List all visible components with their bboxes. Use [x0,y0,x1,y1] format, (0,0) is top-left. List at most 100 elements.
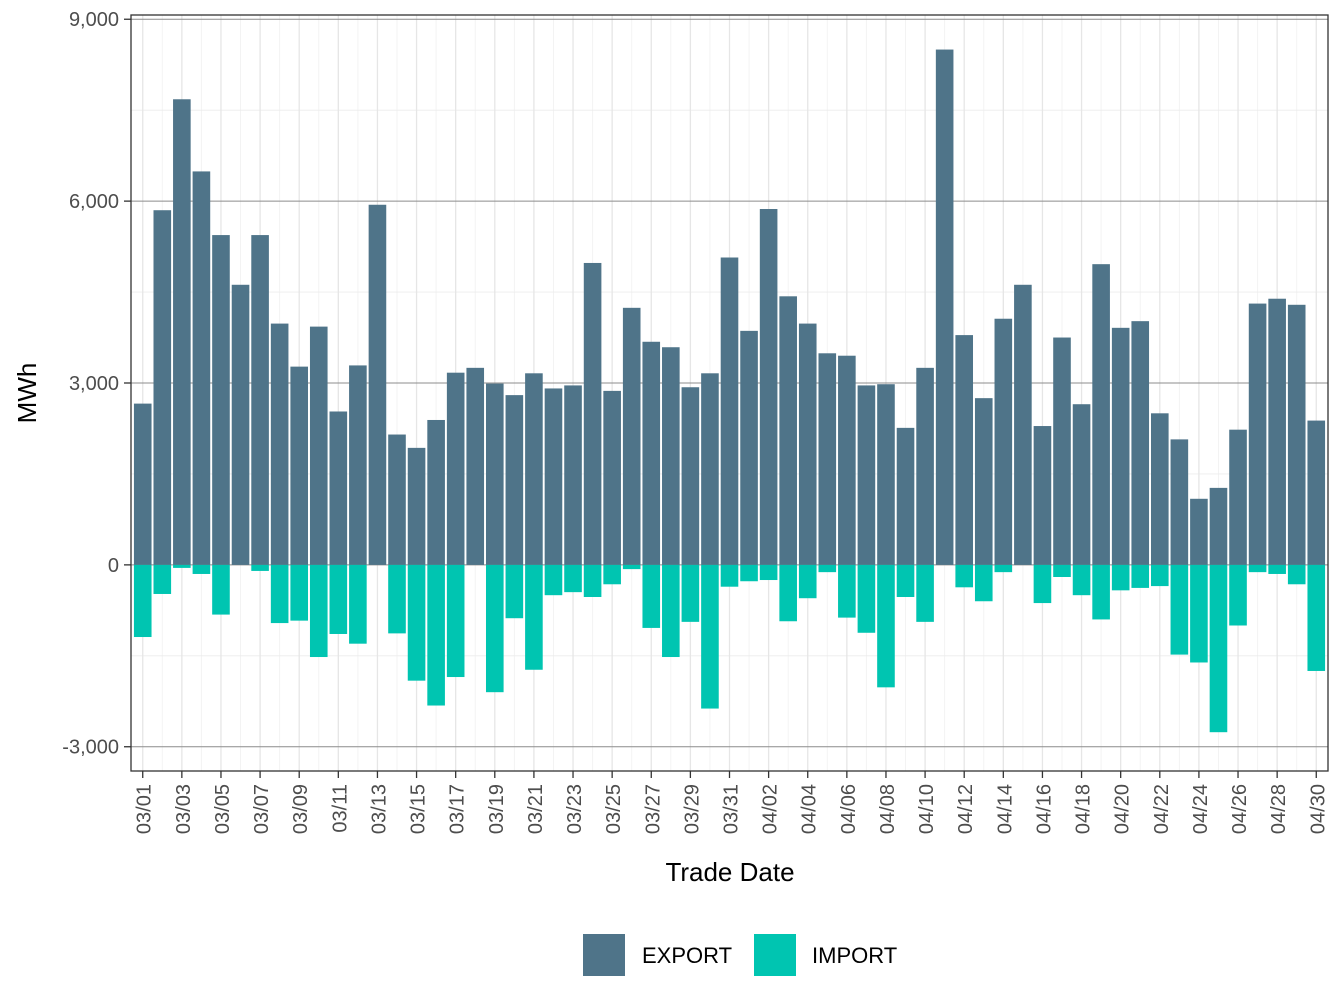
export-bar [1170,439,1189,565]
export-bar [446,372,465,565]
x-tick-label: 03/23 [564,784,586,834]
import-bar [1092,564,1110,620]
import-bar [662,564,680,658]
export-bar [309,326,328,565]
export-bar [740,330,758,565]
export-bar [329,411,348,565]
x-tick-label: 04/30 [1307,784,1329,834]
export-bar [818,353,837,565]
export-bar [877,384,895,565]
import-bar [603,564,621,585]
import-bar [1111,564,1130,591]
import-bar [857,564,876,633]
export-bar [485,383,504,565]
x-tick-label: 03/05 [212,784,234,834]
x-tick-label: 03/07 [251,784,273,834]
export-bar [1268,298,1286,565]
import-bar [1307,564,1326,671]
export-bar [955,335,974,565]
y-tick-label: 3,000 [69,373,119,395]
import-bar [1229,564,1247,626]
x-tick-label: 04/26 [1229,784,1251,834]
x-tick-label: 03/21 [525,784,547,834]
export-bar [896,427,915,565]
import-bar [290,564,309,621]
export-bar [231,284,250,565]
export-bar [251,235,269,565]
export-bar [603,390,621,565]
legend-key-export [583,934,625,976]
x-tick-label: 04/08 [877,784,899,834]
export-series [133,49,1326,565]
export-bar [583,262,602,565]
export-bar [1092,264,1110,565]
import-bar [1033,564,1052,604]
import-bar [1131,564,1150,588]
export-bar [759,209,778,565]
import-bar [1248,564,1267,573]
export-bar [564,385,582,565]
x-axis-title: Trade Date [665,857,794,887]
x-tick-label: 04/22 [1151,784,1173,834]
import-series [133,564,1326,733]
export-bar [1287,304,1306,565]
export-bar [407,447,426,565]
y-axis-title: MWh [12,363,42,424]
legend-key-import [754,934,796,976]
export-bar [192,171,211,565]
export-bar [1209,487,1228,565]
export-bar [133,403,152,565]
import-bar [212,564,230,615]
export-bar [270,323,289,565]
import-bar [798,564,817,599]
export-bar [173,99,191,565]
import-bar [1190,564,1208,663]
export-bar [681,387,700,565]
x-tick-label: 03/13 [368,784,390,834]
export-bar [1190,498,1208,565]
x-tick-label: 03/01 [134,784,156,834]
legend: EXPORT IMPORT [583,934,897,976]
import-bar [916,564,934,622]
export-bar [1131,321,1150,565]
export-bar [212,235,230,565]
import-bar [153,564,172,594]
export-bar [857,385,876,565]
export-bar [935,49,954,565]
import-bar [446,564,465,678]
import-bar [1268,564,1286,574]
export-bar [525,373,543,565]
x-tick-label: 04/10 [916,784,938,834]
export-bar [994,318,1013,565]
x-axis: 03/01 03/03 03/05 03/07 03/09 03/11 03/13 03/15… [134,771,1329,834]
import-bar [622,564,641,570]
export-bar [1014,284,1032,565]
export-bar [1150,413,1169,565]
legend-label-import: IMPORT [812,943,897,968]
x-tick-label: 03/03 [173,784,195,834]
import-bar [388,564,406,634]
import-bar [349,564,367,644]
import-bar [838,564,856,618]
import-bar [173,564,191,568]
export-bar [916,367,934,565]
export-bar [838,355,856,565]
x-tick-label: 03/27 [642,784,664,834]
import-bar [1053,564,1071,577]
import-bar [818,564,837,573]
export-bar [349,365,367,565]
import-bar [1072,564,1091,596]
export-bar [974,398,993,565]
x-tick-label: 04/06 [838,784,860,834]
x-tick-label: 03/29 [681,784,703,834]
import-bar [642,564,661,628]
import-bar [407,564,426,681]
x-tick-label: 03/17 [447,784,469,834]
import-bar [701,564,719,709]
export-bar [798,323,817,565]
import-bar [427,564,445,706]
x-tick-label: 04/02 [760,784,782,834]
export-bar [1111,327,1130,565]
x-tick-label: 04/18 [1073,784,1095,834]
y-tick-label: 9,000 [69,9,119,31]
